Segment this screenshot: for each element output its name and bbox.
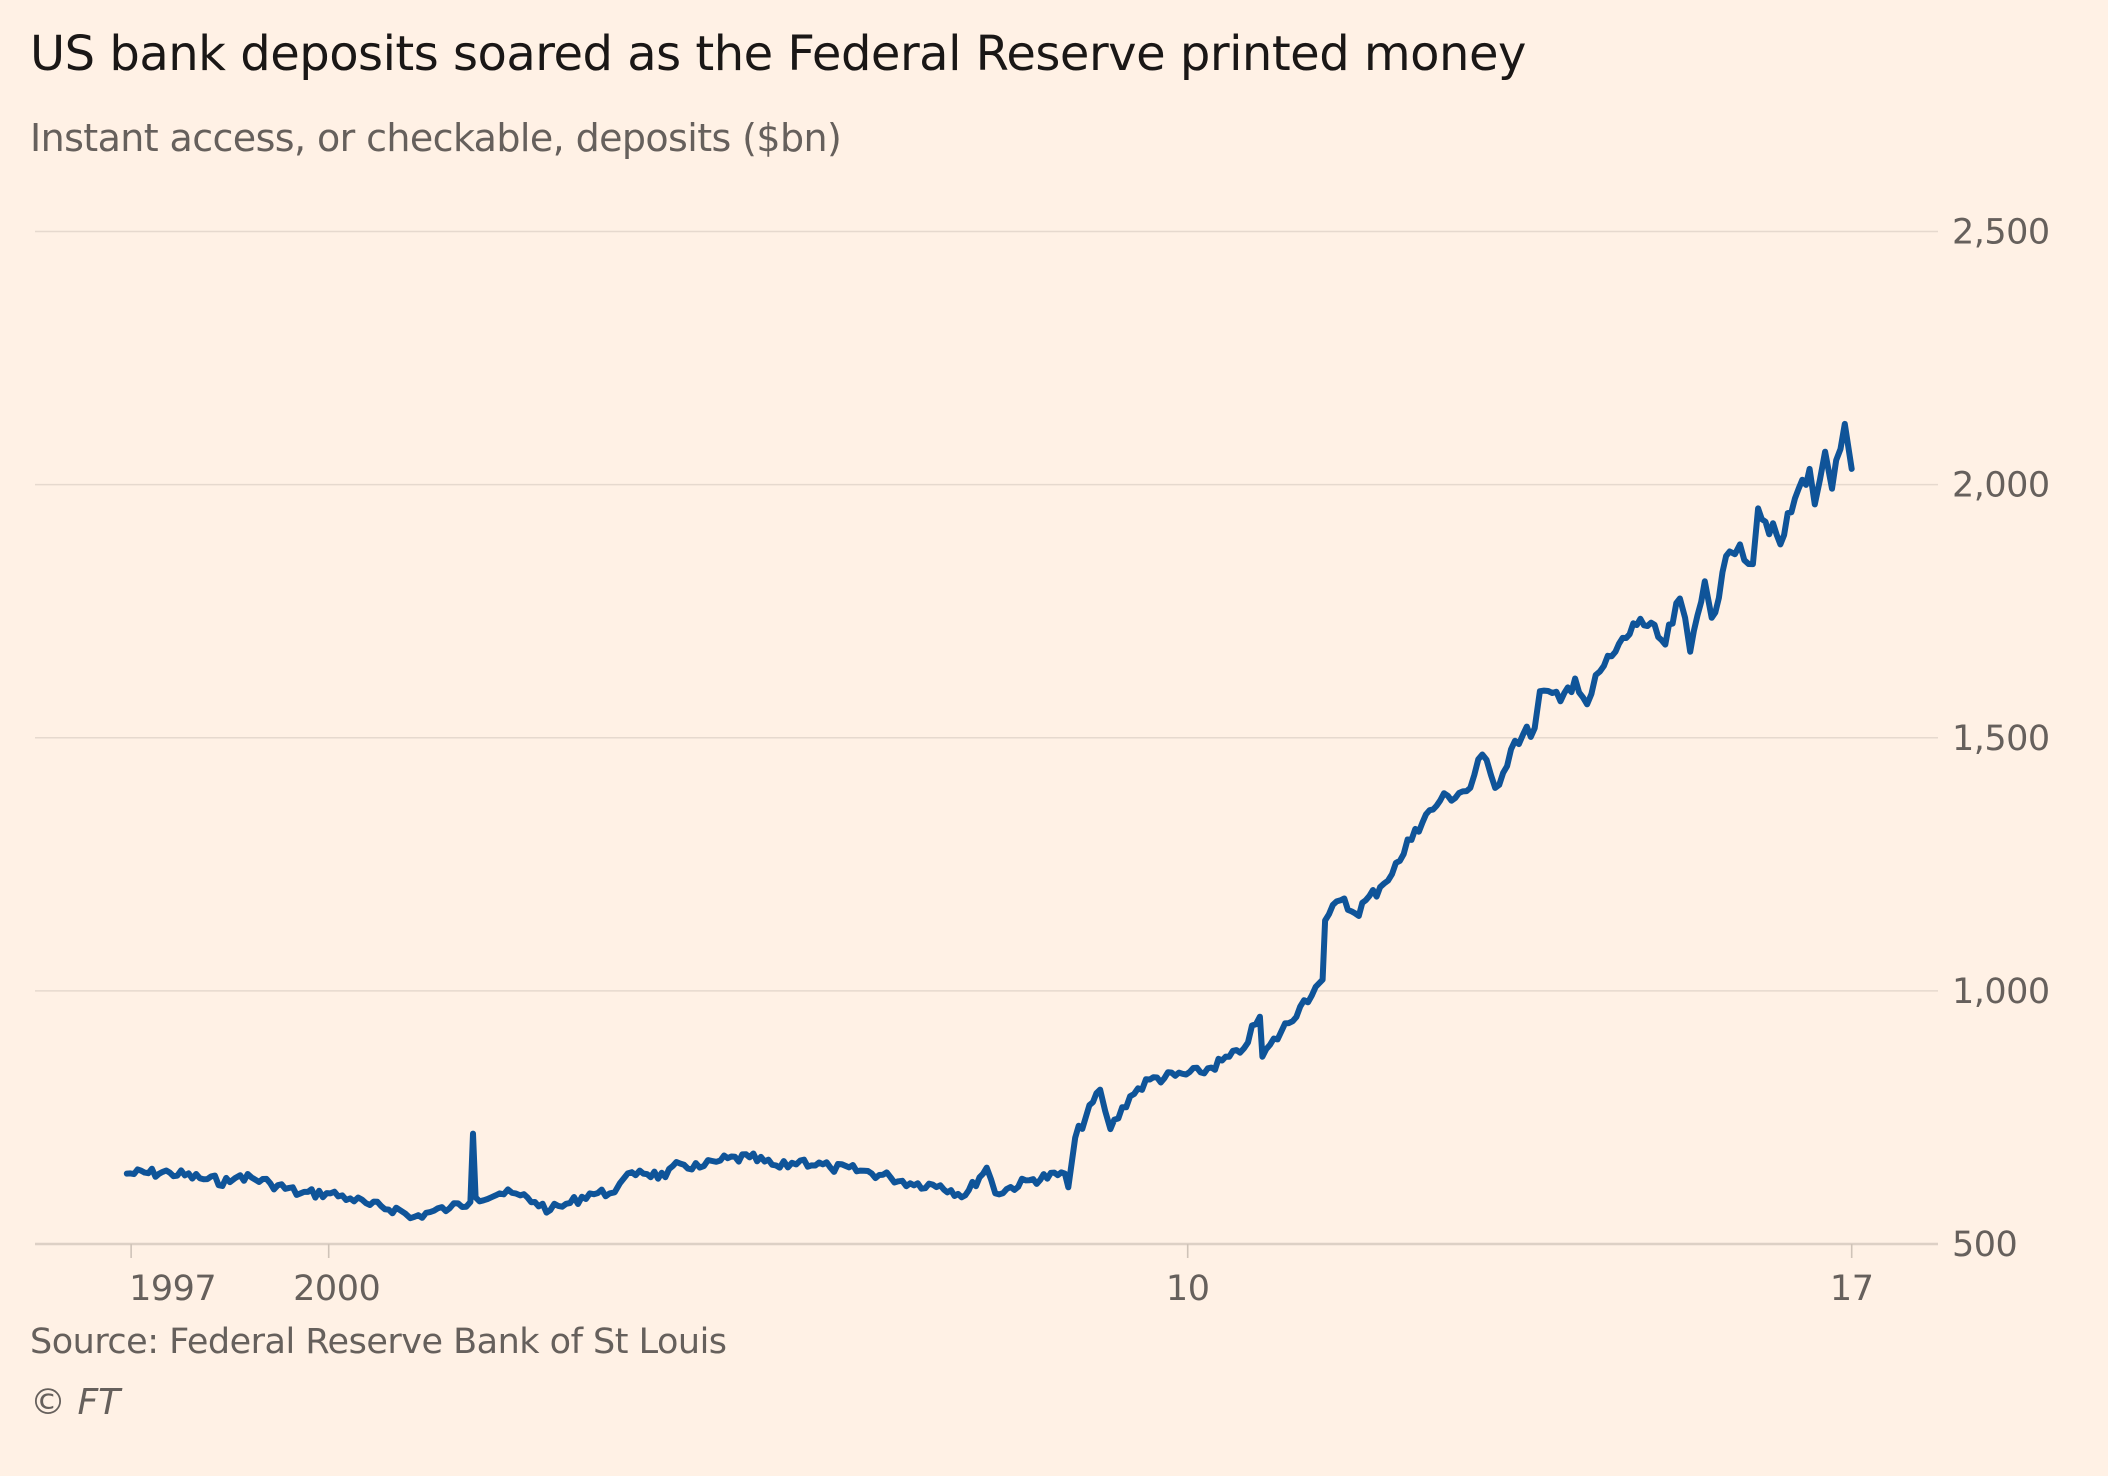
x-tick-label: 10: [1166, 1269, 1210, 1309]
series-layer: [123, 420, 1855, 1222]
series-line: [123, 420, 1855, 1222]
x-tick-label: 1997: [129, 1269, 216, 1309]
y-tick-label: 1,500: [1952, 719, 2050, 759]
y-tick-label: 1,000: [1952, 972, 2050, 1012]
chart-subtitle: Instant access, or checkable, deposits (…: [30, 116, 842, 160]
source-note: Source: Federal Reserve Bank of St Louis: [30, 1322, 727, 1362]
y-tick-label: 2,500: [1952, 213, 2050, 253]
y-tick-label: 500: [1952, 1225, 2017, 1265]
copyright-credit: © FT: [30, 1382, 121, 1423]
x-axis: 1997 2000 10 17: [129, 1244, 1874, 1309]
x-tick-label: 2000: [293, 1269, 380, 1309]
chart-title: US bank deposits soared as the Federal R…: [30, 26, 1526, 82]
gridlines: [35, 230, 1938, 1246]
y-axis: 500 1,000 1,500 2,000 2,500: [1952, 213, 2050, 1266]
y-tick-label: 2,000: [1952, 466, 2050, 506]
x-tick-label: 17: [1830, 1269, 1874, 1309]
